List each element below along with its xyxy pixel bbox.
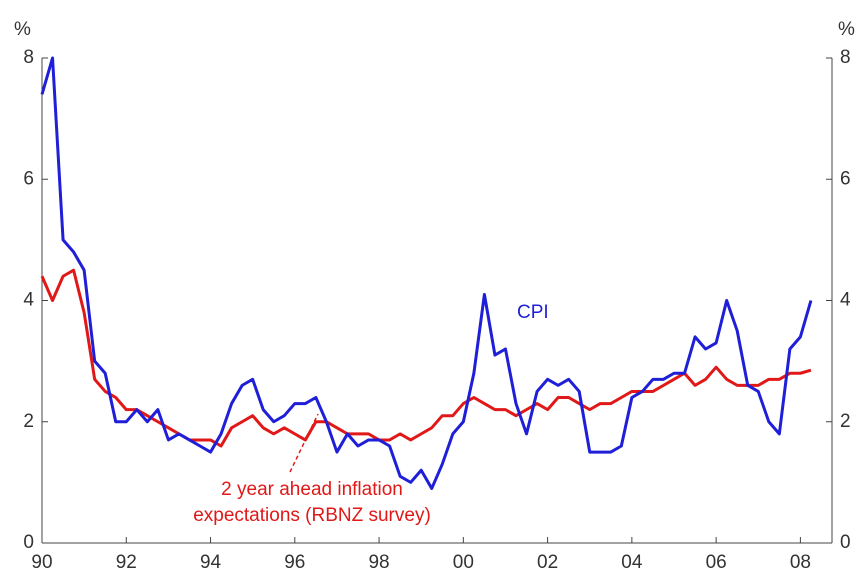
series-line [40, 56, 813, 490]
annotation-pointer [289, 413, 319, 473]
expectations-annotation: expectations (RBNZ survey) [193, 505, 431, 526]
x-tick-label: 98 [368, 552, 389, 573]
y-tick-label: 0 [23, 532, 34, 553]
x-tick-label: 96 [284, 552, 305, 573]
x-tick-label: 08 [790, 552, 811, 573]
y2-tick-label: 6 [840, 168, 851, 189]
x-tick-label: 06 [706, 552, 727, 573]
y-tick-label: 2 [23, 411, 34, 432]
y-tick-label: 8 [23, 47, 34, 68]
cpi-annotation: CPI [517, 302, 549, 323]
y2-tick-label: 4 [840, 290, 851, 311]
series-line [40, 268, 812, 448]
x-tick-label: 90 [31, 552, 52, 573]
x-tick-label: 92 [116, 552, 137, 573]
y2-tick-label: 8 [840, 47, 851, 68]
x-tick-label: 00 [453, 552, 474, 573]
x-tick-label: 02 [537, 552, 558, 573]
y-tick-label: 4 [23, 290, 34, 311]
y-unit-right: % [838, 19, 855, 40]
x-tick-label: 04 [621, 552, 643, 573]
y-tick-label: 6 [23, 168, 34, 189]
x-tick-label: 94 [200, 552, 222, 573]
y2-tick-label: 0 [840, 532, 851, 553]
y-unit-left: % [14, 19, 31, 40]
expectations-annotation: 2 year ahead inflation [221, 479, 403, 500]
y2-tick-label: 2 [840, 411, 851, 432]
